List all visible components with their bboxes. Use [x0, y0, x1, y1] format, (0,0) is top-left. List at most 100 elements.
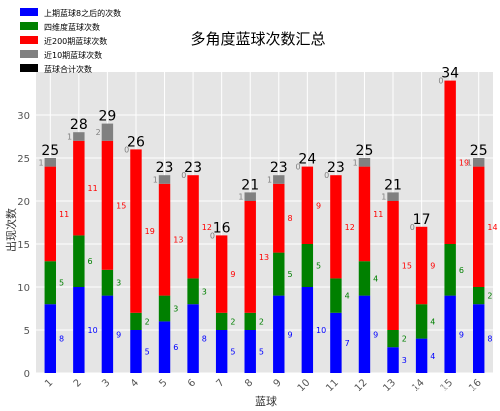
legend-swatch	[20, 36, 38, 44]
segment-value-label: 1	[267, 176, 272, 185]
bar-segment-1	[187, 304, 199, 373]
watermark: 知乎 @数字故事	[395, 384, 490, 400]
bar-segment-2	[358, 261, 371, 296]
bar-segment-2	[44, 261, 56, 305]
bar-segment-3	[358, 166, 371, 262]
bar-segment-4	[273, 175, 285, 184]
segment-value-label: 10	[88, 326, 98, 335]
bar-segment-1	[415, 338, 428, 373]
segment-value-label: 10	[316, 326, 326, 335]
segment-value-label: 2	[96, 128, 101, 137]
bar-segment-2	[273, 252, 285, 296]
bar-segment-2	[101, 269, 114, 296]
bar-segment-1	[44, 304, 56, 373]
bar-segment-3	[415, 226, 428, 305]
segment-value-label: 0	[181, 171, 186, 180]
bar-segment-2	[244, 312, 256, 330]
total-value-label: 28	[70, 117, 88, 133]
bar-segment-1	[330, 312, 342, 373]
bar-segment-1	[73, 287, 85, 373]
y-tick-label: 5	[24, 326, 30, 337]
segment-value-label: 2	[230, 317, 235, 326]
bar-segment-3	[215, 235, 228, 313]
bar-segment-4	[158, 175, 171, 184]
bar-segment-3	[130, 149, 142, 313]
total-value-label: 21	[241, 177, 259, 193]
segment-value-label: 5	[145, 348, 150, 357]
segment-value-label: 9	[116, 330, 121, 339]
total-value-label: 25	[41, 143, 59, 159]
bar-segment-1	[244, 330, 256, 373]
bar-segment-3	[158, 183, 171, 296]
bar-segment-1	[130, 330, 142, 373]
y-tick-label: 30	[17, 111, 30, 122]
bar-segment-2	[415, 304, 428, 339]
segment-value-label: 8	[487, 335, 492, 344]
bar-segment-2	[330, 278, 342, 313]
total-value-label: 23	[327, 160, 345, 176]
bar-segment-2	[444, 244, 456, 296]
segment-value-label: 0	[324, 171, 329, 180]
bar-segment-3	[330, 175, 342, 279]
total-value-label: 23	[184, 160, 202, 176]
segment-value-label: 5	[259, 348, 264, 357]
segment-value-label: 8	[287, 214, 292, 223]
bar-segment-2	[73, 235, 85, 287]
legend-swatch	[20, 8, 38, 16]
segment-value-label: 0	[410, 223, 415, 232]
bar-segment-3	[473, 166, 485, 287]
legend-swatch	[20, 50, 38, 58]
bar-segment-3	[244, 201, 256, 313]
segment-value-label: 1	[353, 158, 358, 167]
legend-entry-label: 近200期蓝球次数	[44, 36, 107, 46]
total-value-label: 25	[356, 143, 374, 159]
bar-segment-1	[301, 287, 314, 373]
segment-value-label: 9	[316, 201, 321, 210]
bar-segment-3	[73, 140, 85, 236]
total-value-label: 34	[441, 66, 459, 82]
segment-value-label: 5	[230, 348, 235, 357]
segment-value-label: 11	[373, 210, 383, 219]
legend-entry-label: 蓝球合计次数	[44, 64, 92, 74]
segment-value-label: 5	[316, 262, 321, 271]
y-tick-label: 15	[17, 240, 30, 251]
y-tick-label: 25	[17, 154, 30, 165]
segment-value-label: 6	[459, 266, 464, 275]
bar-segment-3	[387, 201, 399, 330]
segment-value-label: 9	[373, 330, 378, 339]
total-value-label: 26	[127, 134, 145, 150]
bar-segment-3	[44, 166, 56, 262]
y-tick-label: 10	[17, 283, 30, 294]
total-value-label: 17	[413, 212, 431, 228]
segment-value-label: 9	[459, 330, 464, 339]
legend-entry-label: 四维度蓝球次数	[44, 22, 100, 32]
segment-value-label: 4	[345, 292, 350, 301]
legend-entry-label: 近10期蓝球次数	[44, 50, 102, 60]
segment-value-label: 12	[345, 223, 355, 232]
segment-value-label: 2	[402, 335, 407, 344]
segment-value-label: 2	[259, 317, 264, 326]
segment-value-label: 12	[202, 223, 212, 232]
segment-value-label: 3	[402, 356, 407, 365]
bar-segment-4	[387, 192, 399, 201]
y-tick-label: 0	[24, 369, 30, 380]
bar-segment-2	[215, 312, 228, 330]
segment-value-label: 2	[487, 292, 492, 301]
segment-value-label: 15	[116, 201, 126, 210]
total-value-label: 23	[156, 160, 174, 176]
bar-segment-2	[387, 330, 399, 348]
legend-swatch	[20, 22, 38, 30]
segment-value-label: 11	[88, 184, 98, 193]
segment-value-label: 9	[430, 262, 435, 271]
bar-segment-3	[101, 140, 114, 270]
y-axis-label: 出现次数	[4, 208, 18, 252]
segment-value-label: 5	[287, 270, 292, 279]
chart-title: 多角度蓝球次数汇总	[190, 30, 325, 48]
segment-value-label: 19	[459, 158, 469, 167]
total-value-label: 21	[384, 177, 402, 193]
bar-segment-4	[473, 158, 485, 167]
segment-value-label: 15	[402, 262, 412, 271]
segment-value-label: 14	[487, 223, 497, 232]
